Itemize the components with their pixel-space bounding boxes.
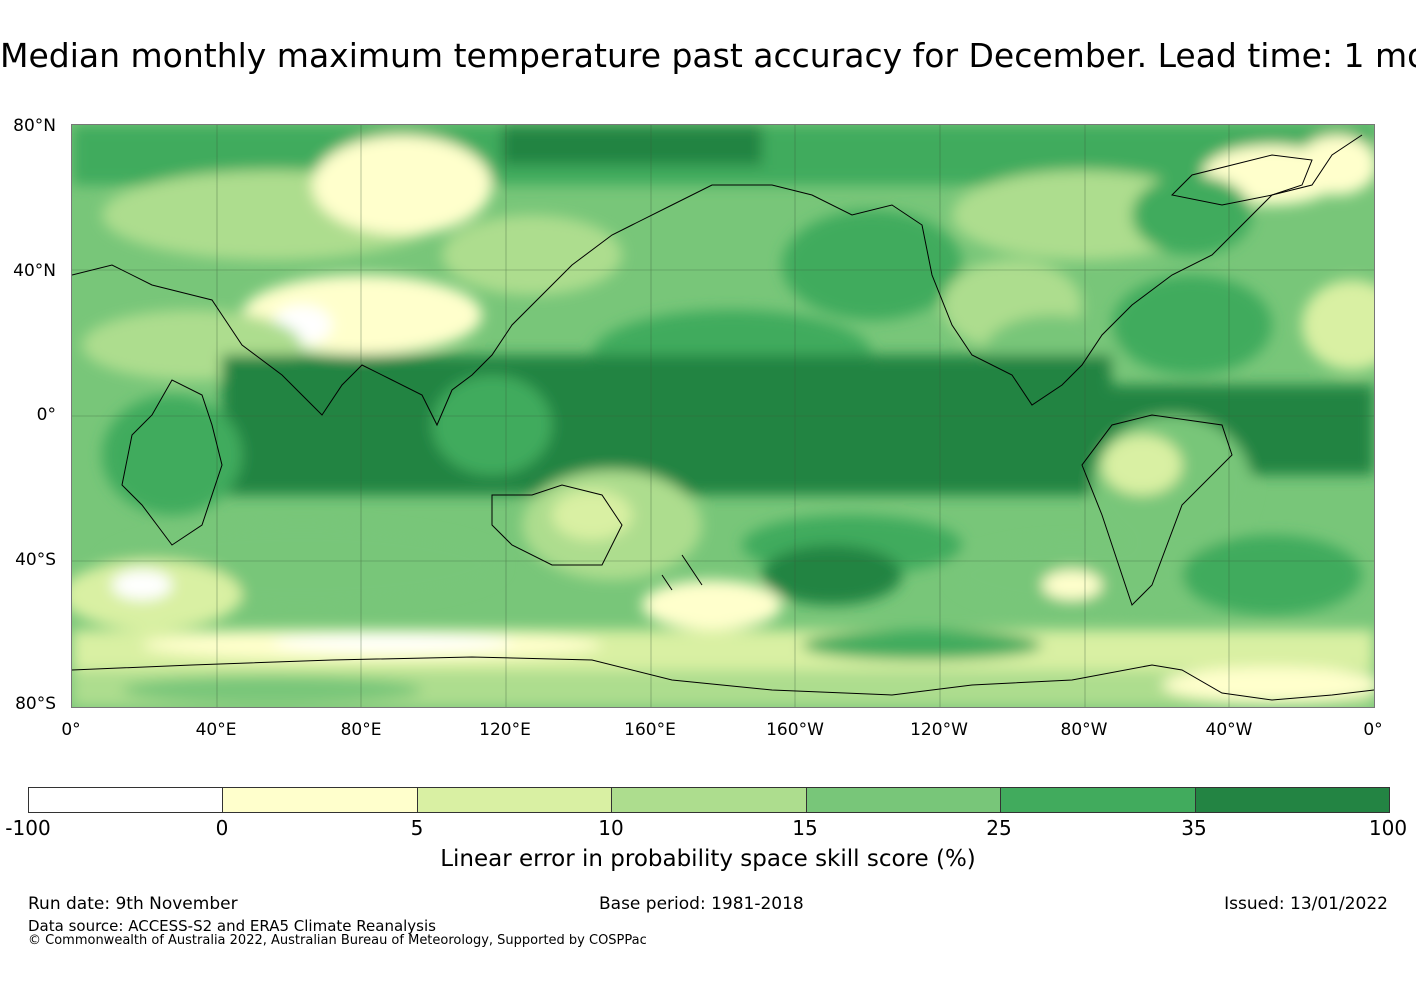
skill-shading [72, 125, 1374, 707]
copyright-notice: © Commonwealth of Australia 2022, Austra… [28, 933, 647, 948]
colorbar-segment [29, 788, 224, 812]
lon-label-40w: 40°W [1205, 720, 1253, 740]
colorbar-segment [417, 788, 613, 812]
lon-label-40e: 40°E [195, 720, 237, 740]
issued-date: Issued: 13/01/2022 [1224, 894, 1388, 914]
lon-label-80w: 80°W [1060, 720, 1108, 740]
colorbar-segment [612, 788, 807, 812]
colorbar-tick: 10 [598, 816, 624, 840]
colorbar-segment [1001, 788, 1196, 812]
colorbar-segment [806, 788, 1002, 812]
lon-label-160e: 160°E [624, 720, 676, 740]
colorbar-segment [223, 788, 418, 812]
lat-label-80n: 80°N [13, 116, 56, 136]
lon-label-120e: 120°E [479, 720, 531, 740]
coastlines [72, 134, 1374, 701]
colorbar-tick: 35 [1181, 816, 1207, 840]
lat-label-40s: 40°S [15, 550, 56, 570]
lon-label-0-west: 0° [61, 720, 81, 740]
colorbar-segment [1195, 788, 1389, 812]
colorbar-tick: 25 [986, 816, 1012, 840]
lat-label-80s: 80°S [15, 694, 56, 714]
map-canvas [72, 125, 1374, 707]
lon-label-0-east: 0° [1363, 720, 1383, 740]
lon-label-120w: 120°W [910, 720, 968, 740]
map-title: Median monthly maximum temperature past … [0, 36, 1416, 75]
run-date: Run date: 9th November [28, 894, 238, 914]
lon-label-80e: 80°E [340, 720, 382, 740]
lat-label-0: 0° [36, 405, 56, 425]
colorbar-tick: 0 [215, 816, 229, 840]
colorbar [28, 787, 1390, 813]
lon-label-160w: 160°W [766, 720, 824, 740]
lat-label-40n: 40°N [13, 261, 56, 281]
colorbar-tick: -100 [5, 816, 51, 840]
colorbar-tick: 100 [1368, 816, 1408, 840]
base-period: Base period: 1981-2018 [599, 894, 804, 914]
colorbar-tick: 5 [410, 816, 424, 840]
skill-score-map [71, 124, 1375, 708]
colorbar-tick: 15 [792, 816, 818, 840]
data-source: Data source: ACCESS-S2 and ERA5 Climate … [28, 917, 436, 935]
colorbar-label: Linear error in probability space skill … [440, 846, 976, 872]
